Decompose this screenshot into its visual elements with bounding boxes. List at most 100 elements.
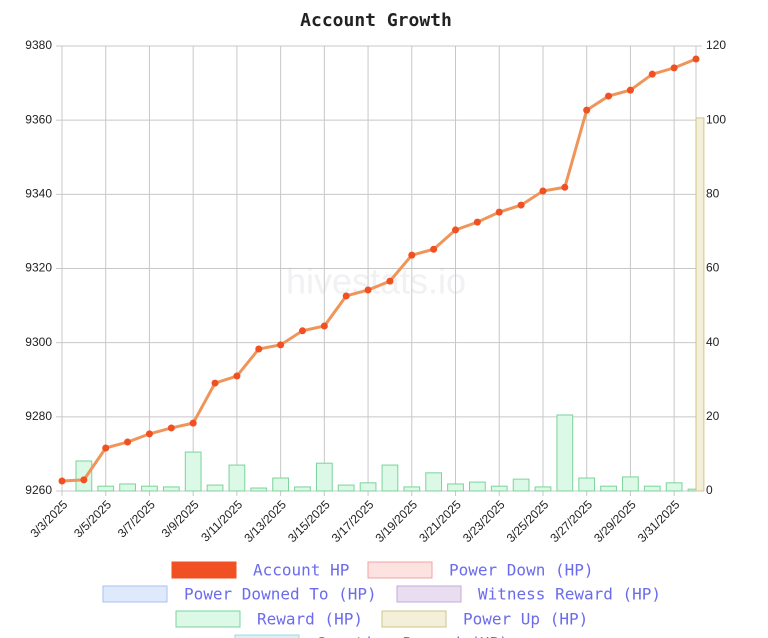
point (473, 218, 481, 226)
watermark: hivestats.io (286, 261, 466, 302)
line (61, 57, 697, 483)
x-tick-label: 3/19/2025 (373, 497, 421, 545)
x-tick-label: 3/21/2025 (416, 497, 464, 545)
x-tick-label: 3/3/2025 (27, 497, 70, 540)
legend-label: Curation Reward (HP) (316, 634, 509, 638)
chart-title: Account Growth (300, 10, 452, 31)
point (561, 183, 569, 191)
legend-label: Power Up (HP) (463, 610, 588, 629)
point (517, 201, 525, 209)
bar (119, 483, 136, 492)
point (583, 106, 591, 114)
x-tick-label: 3/29/2025 (591, 497, 639, 545)
point (626, 86, 634, 94)
y2-tick-label: 0 (706, 483, 713, 497)
y2-tick-label: 60 (706, 261, 720, 275)
point (430, 245, 438, 253)
bar (315, 462, 333, 492)
bar (228, 464, 246, 492)
y-tick-label: 9360 (25, 112, 52, 126)
point (145, 430, 153, 438)
y-tick-label: 9300 (25, 335, 52, 349)
point (670, 64, 678, 72)
bar (643, 485, 661, 492)
y-tick-label: 9280 (25, 409, 52, 423)
point (386, 277, 394, 285)
point (495, 208, 503, 216)
legend-swatch (367, 561, 433, 579)
y2-tick-label: 20 (706, 409, 720, 423)
bar (695, 117, 705, 492)
point (189, 419, 197, 427)
y2-tick-label: 100 (706, 112, 726, 126)
point (233, 372, 241, 380)
point (80, 476, 88, 484)
point (211, 379, 219, 387)
point (408, 251, 416, 259)
y-tick-label: 9260 (25, 483, 52, 497)
bar (272, 477, 289, 492)
point (364, 286, 372, 294)
point (605, 92, 613, 100)
bar (622, 476, 639, 492)
point (124, 438, 132, 446)
x-tick-label: 3/27/2025 (547, 497, 595, 545)
bar (162, 486, 180, 492)
x-tick-label: 3/7/2025 (115, 497, 158, 540)
bar (206, 484, 224, 492)
y-tick-label: 9320 (25, 261, 52, 275)
bar (294, 486, 311, 492)
y2-tick-label: 80 (706, 187, 720, 201)
bar (381, 464, 399, 492)
bar (447, 483, 464, 492)
x-tick-label: 3/17/2025 (329, 497, 377, 545)
point (102, 444, 110, 452)
y-tick-label: 9340 (25, 187, 52, 201)
point (648, 70, 656, 78)
legend-swatch (381, 610, 447, 628)
bar (250, 487, 268, 492)
point (277, 341, 285, 349)
x-tick-label: 3/5/2025 (71, 497, 114, 540)
point (539, 187, 547, 195)
x-tick-label: 3/15/2025 (285, 497, 333, 545)
x-tick-label: 3/25/2025 (504, 497, 552, 545)
legend-label: Witness Reward (HP) (478, 585, 661, 604)
y2-tick-label: 40 (706, 335, 720, 349)
bar (184, 451, 202, 492)
bar (556, 414, 574, 492)
point (320, 322, 328, 330)
bar (337, 484, 355, 492)
point (692, 55, 700, 63)
bar (534, 486, 552, 492)
legend-label: Reward (HP) (257, 610, 363, 629)
y2-tick-label: 120 (706, 38, 726, 52)
bar (687, 488, 697, 492)
bar (469, 481, 486, 492)
x-tick-label: 3/31/2025 (635, 497, 683, 545)
bar (578, 477, 596, 492)
legend-swatch (171, 561, 237, 579)
legend-swatch (175, 610, 241, 628)
bar (97, 485, 115, 492)
bar (512, 478, 530, 492)
legend-label: Account HP (253, 561, 349, 580)
point (452, 226, 460, 234)
bar (75, 460, 93, 492)
legend-label: Power Down (HP) (449, 561, 594, 580)
bar (425, 472, 443, 492)
x-tick-label: 3/11/2025 (198, 497, 245, 544)
legend-swatch (102, 585, 168, 603)
bar (141, 485, 158, 492)
point (255, 345, 263, 353)
legend-label: Power Downed To (HP) (184, 585, 377, 604)
point (167, 424, 175, 432)
legend-swatch (396, 585, 462, 603)
bar (359, 482, 377, 492)
point (298, 327, 306, 335)
x-tick-label: 3/13/2025 (241, 497, 289, 545)
point (58, 477, 66, 485)
x-tick-label: 3/9/2025 (159, 497, 202, 540)
y-tick-label: 9380 (25, 38, 52, 52)
